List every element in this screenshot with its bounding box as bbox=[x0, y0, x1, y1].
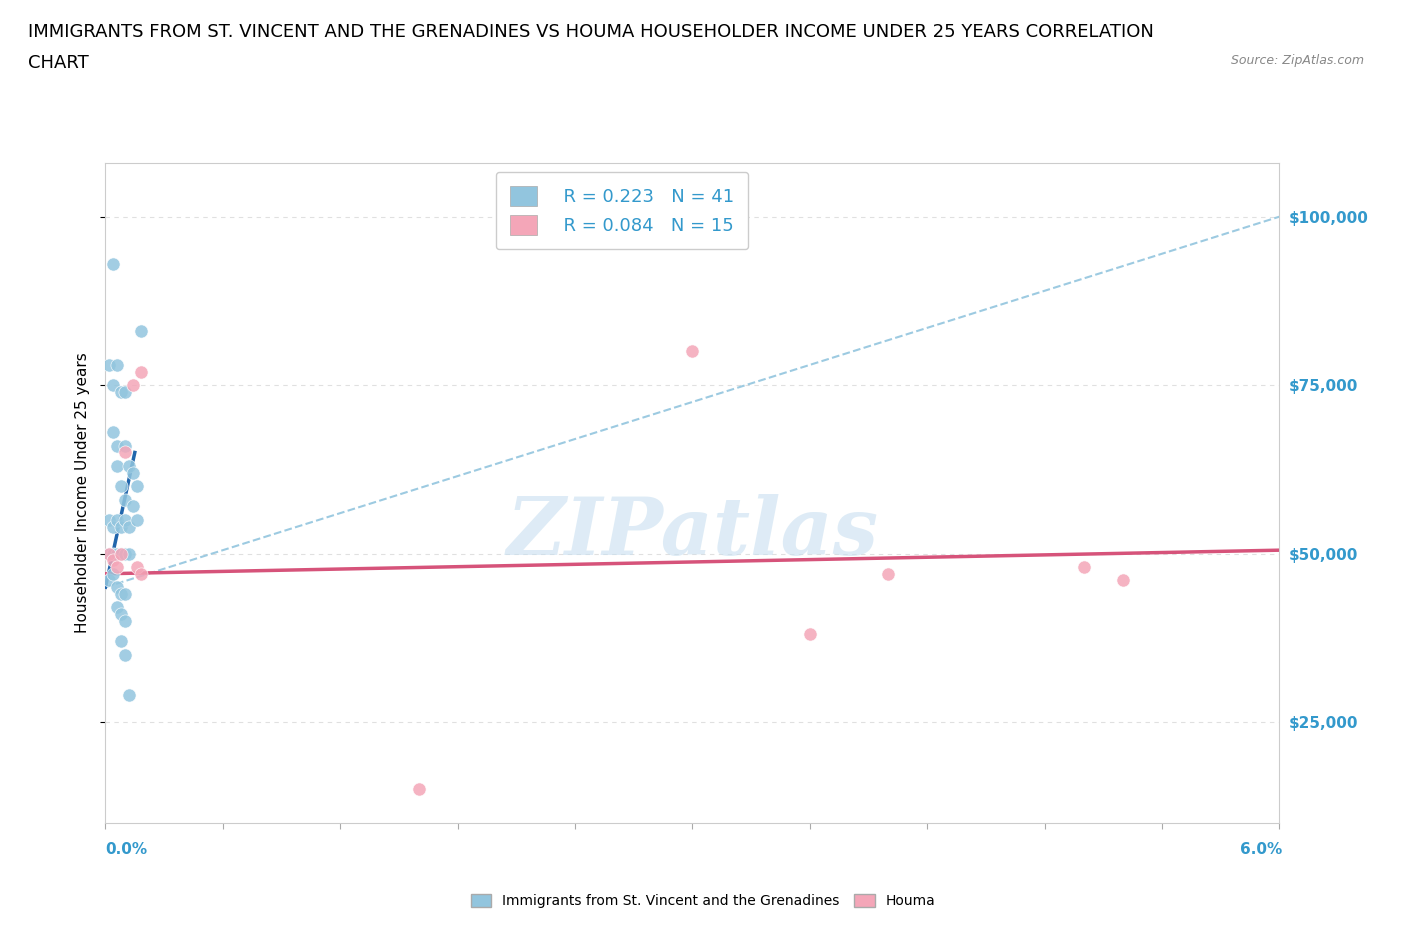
Point bbox=[114, 647, 136, 662]
Point bbox=[105, 579, 128, 594]
Point bbox=[98, 357, 121, 372]
Point bbox=[103, 257, 125, 272]
Point bbox=[114, 438, 136, 453]
Text: CHART: CHART bbox=[28, 54, 89, 72]
Point bbox=[114, 445, 136, 460]
Point bbox=[1112, 573, 1135, 588]
Text: 0.0%: 0.0% bbox=[105, 842, 148, 857]
Text: Source: ZipAtlas.com: Source: ZipAtlas.com bbox=[1230, 54, 1364, 67]
Point bbox=[105, 357, 128, 372]
Point bbox=[103, 519, 125, 534]
Text: IMMIGRANTS FROM ST. VINCENT AND THE GRENADINES VS HOUMA HOUSEHOLDER INCOME UNDER: IMMIGRANTS FROM ST. VINCENT AND THE GREN… bbox=[28, 23, 1154, 41]
Point bbox=[118, 519, 141, 534]
Point bbox=[110, 546, 132, 561]
Point bbox=[98, 573, 121, 588]
Point bbox=[799, 627, 821, 642]
Point bbox=[121, 465, 143, 480]
Point bbox=[877, 566, 900, 581]
Point bbox=[114, 384, 136, 399]
Point bbox=[110, 479, 132, 494]
Point bbox=[110, 587, 132, 602]
Point bbox=[105, 600, 128, 615]
Point bbox=[121, 498, 143, 513]
Point bbox=[125, 512, 148, 527]
Point bbox=[682, 344, 704, 359]
Point bbox=[105, 512, 128, 527]
Point bbox=[98, 546, 121, 561]
Point bbox=[121, 378, 143, 392]
Point bbox=[114, 512, 136, 527]
Text: 6.0%: 6.0% bbox=[1240, 842, 1282, 857]
Point bbox=[118, 687, 141, 702]
Point bbox=[105, 560, 128, 575]
Y-axis label: Householder Income Under 25 years: Householder Income Under 25 years bbox=[75, 352, 90, 633]
Point bbox=[110, 384, 132, 399]
Point bbox=[114, 492, 136, 507]
Point bbox=[110, 519, 132, 534]
Point bbox=[114, 546, 136, 561]
Point bbox=[114, 614, 136, 629]
Point bbox=[129, 324, 152, 339]
Point bbox=[103, 425, 125, 440]
Point bbox=[129, 365, 152, 379]
Point bbox=[103, 378, 125, 392]
Point bbox=[125, 479, 148, 494]
Point bbox=[110, 606, 132, 621]
Point bbox=[110, 546, 132, 561]
Point bbox=[110, 633, 132, 648]
Point bbox=[98, 512, 121, 527]
Point bbox=[105, 546, 128, 561]
Point bbox=[103, 552, 125, 567]
Text: ZIPatlas: ZIPatlas bbox=[506, 494, 879, 571]
Point bbox=[118, 458, 141, 473]
Point bbox=[1073, 560, 1095, 575]
Point bbox=[103, 546, 125, 561]
Point bbox=[103, 566, 125, 581]
Point bbox=[125, 560, 148, 575]
Point bbox=[114, 587, 136, 602]
Legend:   R = 0.223   N = 41,   R = 0.084   N = 15: R = 0.223 N = 41, R = 0.084 N = 15 bbox=[496, 172, 748, 249]
Point bbox=[105, 438, 128, 453]
Legend: Immigrants from St. Vincent and the Grenadines, Houma: Immigrants from St. Vincent and the Gren… bbox=[465, 889, 941, 914]
Point bbox=[105, 458, 128, 473]
Point bbox=[98, 546, 121, 561]
Point bbox=[408, 782, 430, 797]
Point bbox=[118, 546, 141, 561]
Point bbox=[129, 566, 152, 581]
